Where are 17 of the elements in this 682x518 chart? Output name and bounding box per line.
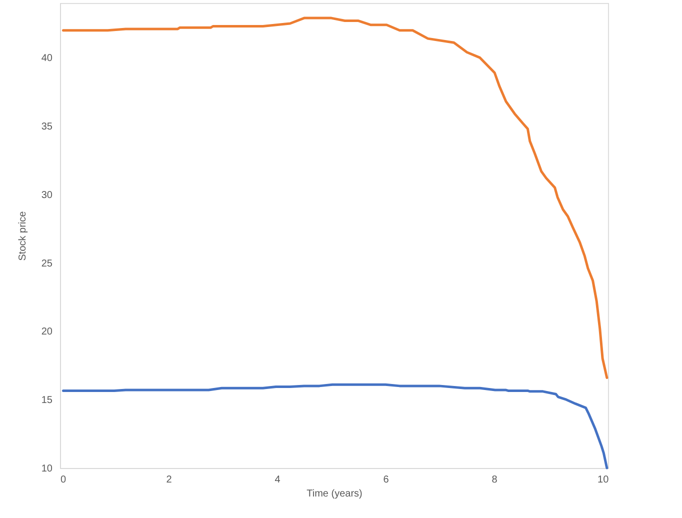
x-tick-label: 10 xyxy=(598,474,610,486)
y-tick-label: 20 xyxy=(41,326,53,338)
x-axis-title: Time (years) xyxy=(306,488,362,500)
y-tick-label: 40 xyxy=(41,53,53,64)
x-tick-label: 2 xyxy=(166,474,172,486)
y-tick-label: 30 xyxy=(41,190,53,201)
x-tick-label: 4 xyxy=(274,474,281,486)
y-tick-label: 35 xyxy=(41,122,53,133)
x-tick-label: 8 xyxy=(492,474,498,486)
y-tick-label: 25 xyxy=(41,258,53,270)
y-tick-label: 15 xyxy=(41,395,53,406)
x-tick-label: 0 xyxy=(60,474,66,486)
y-tick-label: 10 xyxy=(41,464,53,474)
line-series xyxy=(62,383,608,470)
line-series xyxy=(62,16,608,379)
x-tick-label: 6 xyxy=(383,474,390,486)
y-axis-title: Stock price xyxy=(17,210,28,261)
